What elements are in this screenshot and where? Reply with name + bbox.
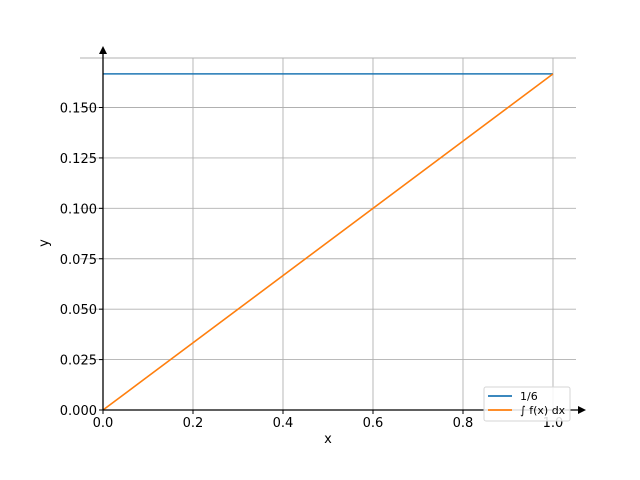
- legend-entry: 1/6: [520, 390, 538, 403]
- y-tick-label: 0.100: [60, 202, 97, 217]
- grid: [80, 57, 576, 410]
- legend: 1/6∫ f(x) dx: [483, 386, 571, 422]
- y-axis-label: y: [37, 239, 52, 247]
- ticks: 0.000 0.025 0.050 0.075 0.100 0.125 0.150 0.0 0.…: [60, 102, 564, 432]
- series-layer: [102, 73, 554, 411]
- x-axis-label: x: [324, 432, 332, 447]
- y-tick-label: 0.075: [60, 253, 97, 268]
- y-tick-label: 0.025: [60, 354, 97, 369]
- y-tick-label: 0.050: [60, 303, 97, 318]
- x-tick-label: 0.4: [273, 416, 294, 431]
- x-tick-label: 0.2: [183, 416, 204, 431]
- series-line-1: [102, 73, 554, 411]
- x-axis-arrow: [578, 406, 586, 414]
- y-axis-arrow: [99, 46, 107, 54]
- x-tick-label: 0.0: [93, 416, 114, 431]
- y-tick-label: 0.150: [60, 102, 97, 117]
- x-tick-label: 0.6: [363, 416, 384, 431]
- y-tick-label: 0.000: [60, 404, 97, 419]
- y-tick-label: 0.125: [60, 152, 97, 167]
- x-tick-label: 0.8: [453, 416, 474, 431]
- legend-entry: ∫ f(x) dx: [520, 404, 566, 417]
